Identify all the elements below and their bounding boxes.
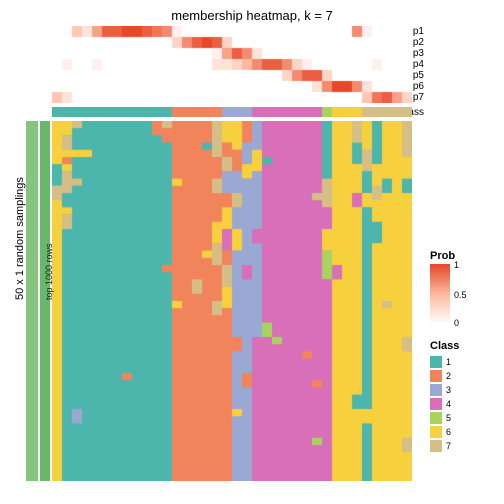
- class-legend-item: 1: [430, 355, 498, 369]
- main-heatmap: [52, 121, 412, 481]
- p-label: p4: [413, 59, 424, 70]
- class-swatch-label: 4: [446, 399, 451, 409]
- p-label: p2: [413, 37, 424, 48]
- class-swatch-label: 7: [446, 441, 451, 451]
- class-legend-item: 5: [430, 411, 498, 425]
- p-label: p7: [413, 92, 424, 103]
- class-swatch: [430, 356, 442, 368]
- p-label: p5: [413, 70, 424, 81]
- class-swatch-label: 5: [446, 413, 451, 423]
- class-swatch-label: 1: [446, 357, 451, 367]
- class-annotation-row: [52, 107, 412, 117]
- probability-heatmap: [52, 26, 412, 103]
- class-swatch-label: 6: [446, 427, 451, 437]
- sampling-label: 50 x 1 random samplings: [14, 177, 26, 300]
- chart-title: membership heatmap, k = 7: [0, 8, 504, 23]
- class-swatch: [430, 440, 442, 452]
- rows-label: top 1000 rows: [44, 243, 54, 300]
- class-swatch: [430, 426, 442, 438]
- class-swatch: [430, 398, 442, 410]
- class-swatch-label: 2: [446, 371, 451, 381]
- prob-tick: 0.5: [454, 290, 467, 300]
- prob-legend: Prob 10.50: [430, 250, 498, 324]
- class-swatch: [430, 370, 442, 382]
- class-legend-item: 7: [430, 439, 498, 453]
- sampling-annotation-bar: [26, 121, 38, 481]
- class-swatch-label: 3: [446, 385, 451, 395]
- class-legend: Class 1 2 3 4 5 6 7: [430, 340, 498, 453]
- class-swatch: [430, 384, 442, 396]
- class-legend-item: 2: [430, 369, 498, 383]
- prob-tick: 0: [454, 318, 459, 328]
- prob-tick: 1: [454, 260, 459, 270]
- prob-legend-title: Prob: [430, 250, 498, 262]
- class-legend-title: Class: [430, 340, 498, 352]
- p-label: p1: [413, 26, 424, 37]
- p-label: p6: [413, 81, 424, 92]
- class-swatch: [430, 412, 442, 424]
- p-row-labels: p1p2p3p4p5p6p7: [413, 26, 424, 103]
- p-label: p3: [413, 48, 424, 59]
- rows-annotation-bar: [40, 121, 50, 481]
- class-legend-item: 6: [430, 425, 498, 439]
- class-legend-item: 4: [430, 397, 498, 411]
- class-legend-item: 3: [430, 383, 498, 397]
